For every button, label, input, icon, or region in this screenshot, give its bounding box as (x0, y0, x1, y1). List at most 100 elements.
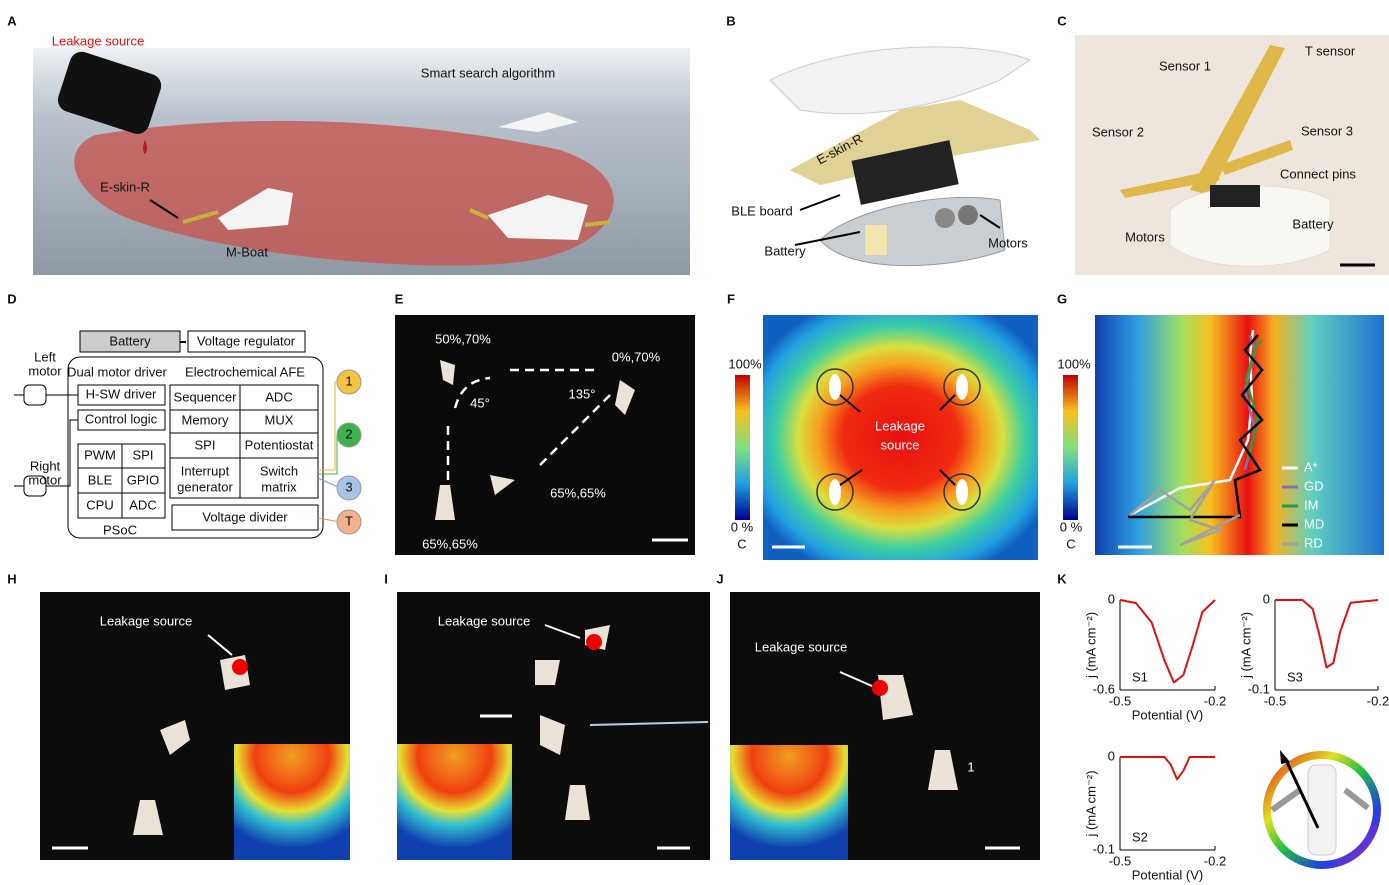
label: motor (28, 363, 62, 378)
label: ADC (129, 497, 156, 512)
label: 1 (345, 373, 352, 388)
label: Sensor 2 (1092, 124, 1144, 139)
y-tick-label: -0.1 (1093, 841, 1115, 856)
label: 65%,65% (550, 485, 606, 500)
panel-letter: J (716, 571, 723, 586)
panel-letter: E (395, 291, 404, 306)
label: 1 (967, 759, 974, 774)
label: M-Boat (226, 244, 268, 259)
x-tick-label: -0.2 (1204, 693, 1226, 708)
chart-title: S1 (1132, 669, 1148, 684)
y-tick-label: -0.1 (1248, 681, 1270, 696)
panel-d-art (14, 330, 362, 539)
label: BLE board (731, 203, 792, 218)
label: ADC (265, 389, 292, 404)
panel-c-art (1075, 35, 1389, 275)
label: Sequencer (174, 389, 238, 404)
panel-letter: I (384, 571, 388, 586)
label: T sensor (1305, 43, 1356, 58)
label: 100% (1057, 356, 1091, 371)
panel-e-art (395, 315, 695, 555)
label: Switch (260, 463, 298, 478)
label: 135° (569, 386, 596, 401)
label: matrix (261, 479, 297, 494)
legend-label: MD (1304, 516, 1324, 531)
label: 0 % (731, 519, 754, 534)
label: T (345, 513, 353, 528)
label: source (880, 437, 919, 452)
label: Control logic (85, 411, 158, 426)
y-axis-label: j (mA cm⁻²) (1083, 770, 1098, 837)
label: Interrupt (181, 463, 230, 478)
label: motor (28, 472, 62, 487)
chart-title: S3 (1287, 669, 1303, 684)
label: SPI (133, 447, 154, 462)
label: MUX (265, 412, 294, 427)
y-tick-label: 0 (1108, 591, 1115, 606)
label: Smart search algorithm (421, 65, 555, 80)
label: Right (30, 458, 61, 473)
label: Sensor 3 (1301, 123, 1353, 138)
label: 0 % (1060, 519, 1083, 534)
label: GPIO (127, 472, 160, 487)
y-axis-label: j (mA cm⁻²) (1238, 612, 1253, 679)
label: Leakage source (438, 613, 531, 628)
panel-letter: B (726, 13, 735, 28)
search-path (1128, 334, 1264, 519)
label: Left (34, 349, 56, 364)
panel-b-art (769, 46, 1040, 267)
label: CPU (86, 497, 113, 512)
panel-h-art (40, 592, 350, 860)
panel-g-art (1063, 315, 1384, 555)
panel-letter: F (727, 291, 735, 306)
panel-letter: C (1057, 13, 1067, 28)
label: 65%,65% (422, 536, 478, 551)
label: 0%,70% (612, 349, 661, 364)
y-tick-label: 0 (1263, 591, 1270, 606)
chart-title: S2 (1132, 829, 1148, 844)
x-tick-label: -0.2 (1367, 693, 1389, 708)
label: Potentiostat (245, 437, 314, 452)
data-line (1120, 756, 1215, 781)
label: 45° (470, 395, 490, 410)
label: C (737, 536, 746, 551)
panel-a-art (33, 48, 690, 275)
panel-letter: D (7, 291, 16, 306)
data-line (1275, 599, 1379, 669)
y-axis-label: j (mA cm⁻²) (1083, 612, 1098, 679)
label: E-skin-R (100, 179, 150, 194)
label: Connect pins (1280, 166, 1356, 181)
x-axis-label: Potential (V) (1132, 707, 1204, 722)
label: PSoC (103, 522, 137, 537)
label: Voltage regulator (197, 333, 296, 348)
label: Leakage source (755, 639, 848, 654)
legend-label: RD (1304, 535, 1323, 550)
x-axis-label: Potential (V) (1132, 867, 1204, 882)
label: Memory (182, 412, 229, 427)
search-path (1129, 479, 1241, 547)
label: Electrochemical AFE (185, 364, 305, 379)
label: 2 (345, 426, 352, 441)
label: 3 (345, 479, 352, 494)
label: Dual motor driver (67, 364, 167, 379)
x-tick-label: -0.5 (1109, 693, 1131, 708)
label: Motors (988, 235, 1028, 250)
label: Leakage source (100, 613, 193, 628)
label: Battery (109, 333, 151, 348)
search-path (1244, 339, 1263, 461)
y-tick-label: 0 (1108, 748, 1115, 763)
panel-letter: A (7, 13, 17, 28)
legend-label: GD (1304, 478, 1324, 493)
legend-label: A* (1304, 459, 1318, 474)
legend-label: IM (1304, 497, 1318, 512)
label: Battery (764, 243, 806, 258)
panel-i-art (397, 592, 710, 860)
label: Battery (1292, 216, 1334, 231)
x-tick-label: -0.5 (1264, 693, 1286, 708)
panel-letter: G (1057, 291, 1067, 306)
label: C (1066, 536, 1075, 551)
panel-letter: H (7, 571, 16, 586)
label: Motors (1125, 229, 1165, 244)
label: PWM (84, 447, 116, 462)
